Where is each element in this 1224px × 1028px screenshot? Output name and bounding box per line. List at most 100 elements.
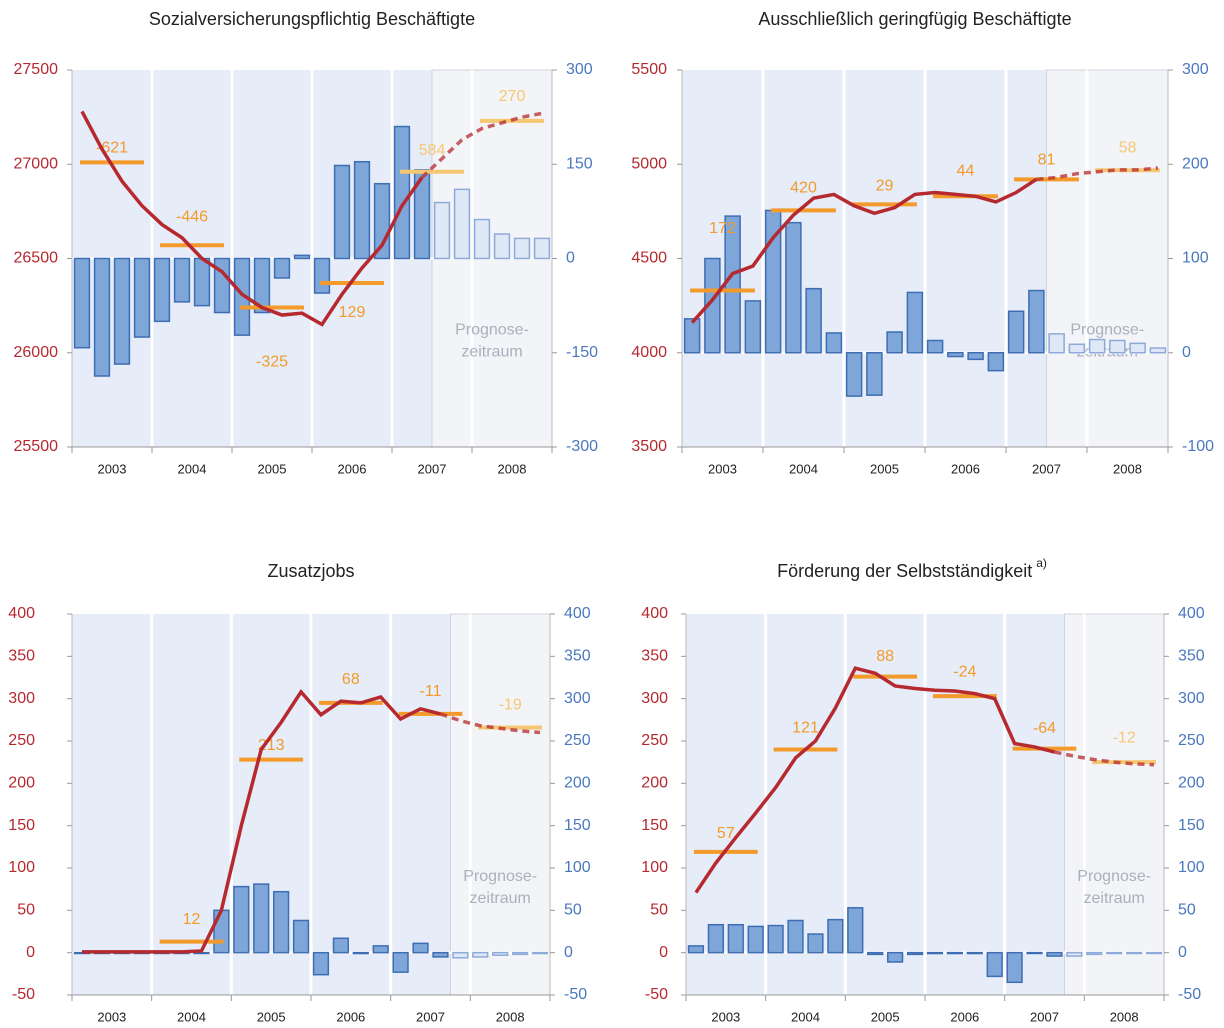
y-tick-label: 3500 [631, 438, 667, 455]
y2-tick-label: 100 [1178, 859, 1205, 876]
annual-change-label: 172 [709, 220, 736, 237]
bar [866, 352, 883, 396]
bar [453, 188, 471, 260]
annual-change-label: 270 [499, 88, 526, 105]
x-tick-label: 2005 [257, 1009, 286, 1024]
bar [473, 218, 491, 260]
x-tick-label: 2004 [791, 1009, 820, 1024]
y-tick-label: 300 [641, 690, 668, 707]
bar [1126, 951, 1143, 955]
bar [1068, 343, 1086, 354]
annual-change-label: 81 [1038, 152, 1056, 169]
bar [492, 951, 509, 956]
y2-tick-label: 350 [564, 648, 591, 665]
forecast-label: Prognose- [1070, 321, 1144, 338]
bar [947, 352, 964, 358]
bar [1028, 289, 1045, 354]
x-tick-label: 2008 [1110, 1009, 1139, 1024]
bar [313, 257, 331, 294]
x-tick-label: 2007 [1032, 461, 1061, 476]
y-tick-label: 150 [641, 817, 668, 834]
annual-change-label: 12 [183, 911, 201, 928]
title-text: Zusatzjobs [267, 561, 354, 581]
y-tick-label: 100 [8, 859, 35, 876]
bar [213, 257, 231, 314]
bar [886, 331, 903, 354]
bar [906, 291, 924, 354]
y2-tick-label: 350 [1178, 648, 1205, 665]
x-tick-label: 2006 [950, 1009, 979, 1024]
y2-tick-label: 0 [1182, 344, 1191, 361]
y2-tick-label: 300 [1178, 690, 1205, 707]
line-series [1036, 166, 1159, 182]
y-tick-label: 350 [641, 648, 668, 665]
bar [273, 257, 291, 279]
bar [452, 951, 469, 959]
y-tick-label: 25500 [14, 438, 59, 455]
annual-change-label: 29 [876, 178, 894, 195]
x-tick-label: 2004 [177, 1009, 206, 1024]
y2-tick-label: 250 [1178, 732, 1205, 749]
bar [233, 257, 251, 336]
bar [432, 951, 449, 958]
annual-change-label: -11 [420, 683, 442, 700]
y2-tick-label: 50 [564, 902, 582, 919]
bar [512, 951, 529, 956]
bar [683, 318, 701, 354]
bar [906, 951, 924, 956]
annual-change-label: -64 [1033, 720, 1056, 737]
forecast-region [1063, 613, 1165, 996]
x-tick-label: 2008 [496, 1009, 525, 1024]
x-tick-label: 2005 [871, 1009, 900, 1024]
y-tick-label: 200 [641, 775, 668, 792]
y2-tick-label: -300 [566, 438, 598, 455]
bar [153, 257, 171, 323]
y2-tick-label: 200 [1182, 155, 1209, 172]
bar [273, 890, 290, 954]
bar [1066, 951, 1083, 957]
y2-tick-label: -50 [1178, 986, 1201, 1003]
bar [966, 951, 983, 955]
annual-change-label: 58 [1119, 140, 1137, 157]
bar [533, 237, 551, 260]
annual-change-label: 68 [342, 671, 360, 688]
y-tick-label: -50 [645, 986, 668, 1003]
bar [493, 233, 511, 260]
y-tick-label: 26500 [14, 250, 59, 267]
bar [213, 909, 230, 954]
y-tick-label: 26000 [14, 344, 59, 361]
y2-tick-label: 300 [566, 61, 593, 78]
forecast-label: Prognose- [463, 868, 537, 885]
y-tick-label: 200 [8, 775, 35, 792]
y2-tick-label: 0 [1178, 944, 1187, 961]
x-tick-label: 2006 [338, 461, 367, 476]
bar [352, 951, 369, 955]
bar [967, 352, 984, 361]
chart-title: Ausschließlich geringfügig Beschäftigte [758, 9, 1071, 29]
bar [133, 257, 151, 338]
bar [333, 164, 351, 260]
bar [704, 257, 721, 354]
bar [312, 951, 330, 976]
x-tick-label: 2003 [708, 461, 737, 476]
line-series [81, 688, 441, 954]
bar [1006, 951, 1023, 984]
y2-tick-label: 300 [1182, 61, 1209, 78]
y2-tick-label: 400 [1178, 605, 1205, 622]
line-series [420, 111, 543, 179]
bar [353, 160, 371, 260]
bar [805, 287, 822, 354]
bar [767, 924, 784, 954]
y2-tick-label: 150 [564, 817, 591, 834]
bar [1145, 951, 1163, 955]
bar [727, 923, 744, 954]
bar [531, 951, 549, 955]
y-tick-label: 400 [641, 605, 668, 622]
bar [332, 937, 349, 954]
line-series [694, 666, 1055, 894]
annual-change-label: 129 [339, 304, 366, 321]
bar [707, 923, 724, 954]
y-tick-label: 350 [8, 648, 35, 665]
bar [1088, 338, 1106, 354]
annual-change-label: -446 [176, 209, 208, 226]
